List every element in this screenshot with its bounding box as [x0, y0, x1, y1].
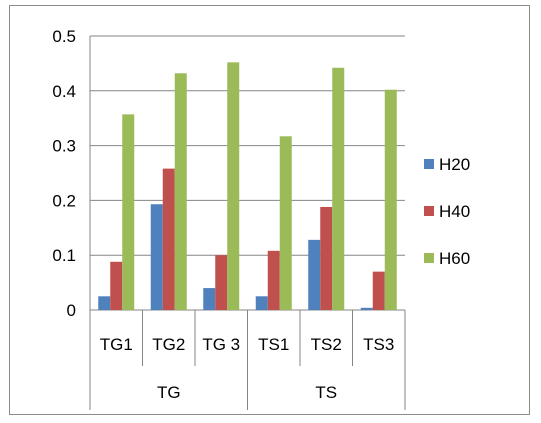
category-label: TS1 — [258, 335, 289, 354]
legend-swatch-h60 — [424, 253, 434, 263]
y-tick-label: 0.3 — [52, 137, 76, 156]
bar-h40-1 — [162, 168, 175, 310]
bar-h40-5 — [372, 271, 385, 310]
bar-h20-2 — [203, 288, 216, 310]
bar-h20-0 — [98, 296, 111, 310]
y-tick-label: 0.5 — [52, 27, 76, 46]
legend-label: H40 — [439, 202, 470, 221]
bar-h60-5 — [384, 89, 397, 310]
y-tick-label: 0.4 — [52, 82, 76, 101]
bar-h60-3 — [279, 136, 292, 310]
legend-label: H20 — [439, 155, 470, 174]
category-label: TG1 — [100, 335, 133, 354]
bar-h20-5 — [360, 307, 373, 310]
y-tick-label: 0 — [67, 301, 76, 320]
y-tick-label: 0.2 — [52, 191, 76, 210]
y-tick-label: 0.1 — [52, 246, 76, 265]
legend-swatch-h20 — [424, 159, 434, 169]
bar-h60-0 — [122, 114, 135, 310]
category-label: TG 3 — [202, 335, 240, 354]
bar-h60-2 — [227, 62, 240, 310]
bar-h40-0 — [110, 261, 123, 310]
bar-h20-1 — [150, 204, 163, 310]
bar-h40-4 — [320, 206, 333, 310]
bar-h20-4 — [308, 239, 321, 310]
bar-h60-1 — [174, 73, 187, 310]
category-label: TS3 — [363, 335, 394, 354]
bar-h60-4 — [332, 67, 345, 310]
group-label: TS — [315, 383, 337, 402]
category-label: TS2 — [311, 335, 342, 354]
bar-h20-3 — [255, 296, 268, 310]
bar-h40-2 — [215, 255, 228, 310]
bar-h40-3 — [267, 250, 280, 310]
category-label: TG2 — [152, 335, 185, 354]
legend-label: H60 — [439, 249, 470, 268]
group-label: TG — [157, 383, 181, 402]
chart-frame — [9, 5, 530, 415]
legend-swatch-h40 — [424, 206, 434, 216]
